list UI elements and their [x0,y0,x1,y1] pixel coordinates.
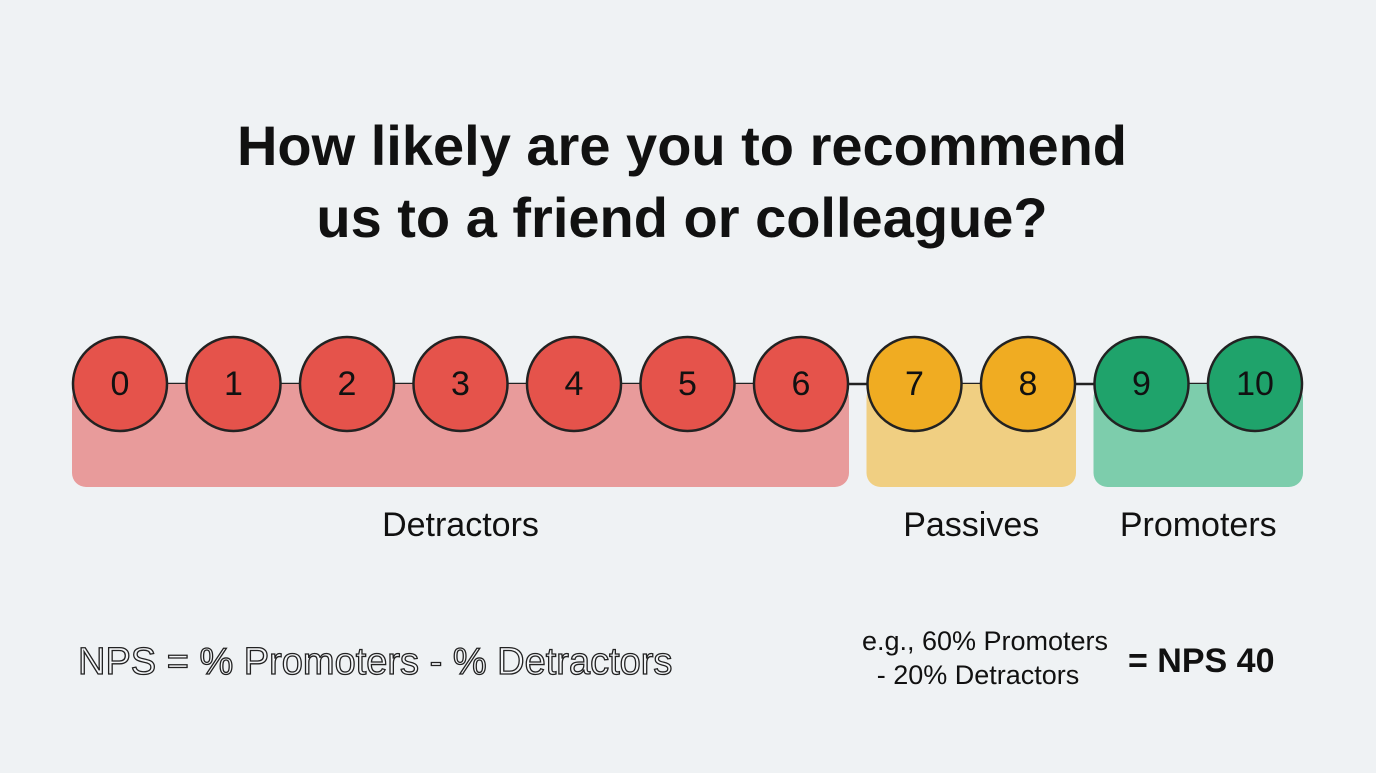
scale-point [866,335,963,433]
scale-point-label: 0 [111,365,130,403]
scale-point [412,335,509,433]
scale-point [185,335,282,433]
group-label: Promoters [1120,506,1277,544]
scale-point [298,335,396,433]
scale-point-label: 3 [451,365,470,403]
scale-point [639,335,736,433]
example-result: = NPS 40 [1128,642,1274,680]
formula: NPS = % Promoters - % Detractors [78,641,672,683]
scale-point-label: 10 [1236,365,1274,403]
scale-point [1206,335,1304,433]
scale-point-label: 8 [1019,365,1038,403]
example-line: - 20% Detractors [877,660,1080,690]
group-label: Passives [903,506,1039,544]
title-line: us to a friend or colleague? [316,186,1047,249]
scale-point-label: 7 [905,365,924,403]
group-label: Detractors [382,506,539,544]
scale-point-label: 4 [565,365,584,403]
scale-point-label: 5 [678,365,697,403]
scale-point [752,335,850,433]
scale-point-label: 6 [792,365,811,403]
scale-point-label: 9 [1132,365,1151,403]
scale-point [979,335,1077,433]
example-line: e.g., 60% Promoters [862,626,1108,656]
scale-point-label: 2 [338,365,357,403]
scale-point [71,335,169,433]
title-line: How likely are you to recommend [237,114,1127,177]
circles: 0 1 2 3 4 5 6 7 8 9 10 [71,335,1304,433]
scale-point [525,335,623,433]
scale-point [1093,335,1190,433]
scale-point-label: 1 [224,365,243,403]
